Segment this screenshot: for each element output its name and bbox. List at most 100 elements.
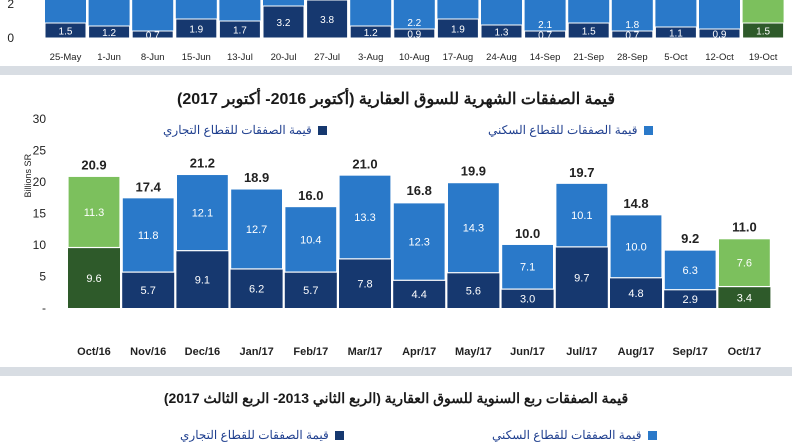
total-value-label: 11.0 xyxy=(732,220,757,235)
bar-residential xyxy=(175,173,229,252)
x-tick-label: Dec/16 xyxy=(185,346,220,358)
top-residential-value-label: 1.8 xyxy=(625,20,639,31)
x-tick-label: Oct/16 xyxy=(77,346,111,358)
commercial-value-label: 9.1 xyxy=(195,274,210,286)
x-tick-label: Aug/17 xyxy=(618,346,655,358)
top-commercial-value-label: 1.2 xyxy=(364,28,378,39)
top-commercial-value-label: 0.7 xyxy=(146,31,160,42)
top-y-tick-label: 0 xyxy=(7,31,14,45)
y-tick-label: - xyxy=(42,301,46,315)
residential-value-label: 13.3 xyxy=(354,212,375,224)
y-tick-label: 5 xyxy=(39,270,46,284)
y-tick-label: 10 xyxy=(33,238,47,252)
x-tick-label: Apr/17 xyxy=(402,346,436,358)
top-x-tick-label: 20-Jul xyxy=(271,52,297,63)
top-x-tick-label: 10-Aug xyxy=(399,52,430,63)
residential-value-label: 7.6 xyxy=(737,258,752,270)
x-tick-label: Jun/17 xyxy=(510,346,545,358)
legend-commercial: قيمة الصفقات للقطاع التجاري xyxy=(163,123,327,137)
commercial-value-label: 6.2 xyxy=(249,283,264,295)
residential-value-label: 10.1 xyxy=(571,210,592,222)
bar-commercial xyxy=(122,272,175,308)
top-commercial-value-label: 1.7 xyxy=(233,26,247,37)
top-bar-commercial xyxy=(218,20,261,39)
commercial-value-label: 5.7 xyxy=(141,285,156,297)
top-bar-residential xyxy=(219,0,261,21)
bar-residential xyxy=(717,238,772,288)
top-bar-residential xyxy=(481,0,522,25)
x-tick-label: May/17 xyxy=(455,346,492,358)
bar-commercial xyxy=(284,272,337,308)
bar-residential xyxy=(67,175,121,249)
bar-residential xyxy=(555,182,609,248)
total-value-label: 10.0 xyxy=(515,226,540,241)
bar-commercial xyxy=(176,250,229,308)
total-value-label: 21.2 xyxy=(190,155,215,170)
legend-commercial-label: قيمة الصفقات للقطاع التجاري xyxy=(163,123,312,137)
weekly-chart: 2 0 1.5 25-May 1.2 1-Jun 0.7 8-Jun 1.9 15-Jun 1.7 1… xyxy=(7,0,785,63)
total-value-label: 9.2 xyxy=(681,231,699,246)
top-commercial-value-label: 0.7 xyxy=(625,31,639,42)
bar-residential xyxy=(284,205,338,273)
bar-residential xyxy=(663,249,717,291)
monthly-chart-panel: قيمة الصفقات الشهرية للسوق العقارية (أكت… xyxy=(0,75,792,367)
quarterly-legend-commercial-swatch xyxy=(334,431,344,441)
monthly-chart: Billions SR - 5 10 15 20 25 30 9.6 11.3 20.9 Oct/16… xyxy=(23,112,772,358)
bar-commercial xyxy=(68,247,120,308)
top-x-tick-label: 5-Oct xyxy=(664,52,688,63)
residential-value-label: 12.3 xyxy=(408,237,429,249)
x-tick-label: Jul/17 xyxy=(566,346,597,358)
top-x-tick-label: 25-May xyxy=(50,52,82,63)
total-value-label: 19.9 xyxy=(461,164,486,179)
x-tick-label: Nov/16 xyxy=(130,346,166,358)
y-tick-label: 15 xyxy=(33,207,47,221)
top-bar-commercial xyxy=(480,24,523,39)
weekly-chart-panel: 2 0 1.5 25-May 1.2 1-Jun 0.7 8-Jun 1.9 15-Jun 1.7 1… xyxy=(0,0,792,66)
residential-value-label: 12.7 xyxy=(246,224,267,236)
quarterly-legend-residential: قيمة الصفقات للقطاع السكني xyxy=(492,428,657,442)
top-commercial-value-label: 1.9 xyxy=(451,25,465,36)
commercial-value-label: 7.8 xyxy=(357,278,372,290)
commercial-value-label: 5.6 xyxy=(466,285,481,297)
top-bar-commercial xyxy=(567,22,610,39)
bar-residential xyxy=(609,214,663,279)
bar-commercial xyxy=(230,268,283,308)
x-tick-label: Sep/17 xyxy=(672,346,707,358)
residential-value-label: 10.4 xyxy=(300,234,321,246)
top-bar-commercial xyxy=(436,18,479,39)
top-x-tick-label: 12-Oct xyxy=(705,52,734,63)
top-commercial-value-label: 1.5 xyxy=(756,27,770,38)
y-tick-label: 25 xyxy=(33,144,47,158)
bar-commercial xyxy=(555,246,608,308)
top-bar-residential xyxy=(611,0,653,31)
top-bar-residential xyxy=(568,0,610,23)
bar-commercial xyxy=(447,272,500,308)
top-bar-commercial xyxy=(393,28,436,39)
top-commercial-value-label: 0.7 xyxy=(538,31,552,42)
legend-commercial-swatch xyxy=(317,126,327,136)
commercial-value-label: 4.8 xyxy=(628,288,643,300)
top-commercial-value-label: 3.2 xyxy=(277,18,291,29)
top-x-tick-label: 17-Aug xyxy=(443,52,474,63)
top-x-tick-label: 14-Sep xyxy=(530,52,561,63)
commercial-value-label: 4.4 xyxy=(412,289,427,301)
total-value-label: 16.8 xyxy=(407,183,432,198)
total-value-label: 19.7 xyxy=(569,165,594,180)
total-value-label: 17.4 xyxy=(136,179,162,194)
top-x-tick-label: 13-Jul xyxy=(227,52,253,63)
legend-residential-label: قيمة الصفقات للقطاع السكني xyxy=(488,123,638,137)
residential-value-label: 10.0 xyxy=(625,241,646,253)
legend-residential-swatch xyxy=(643,126,653,136)
bar-residential xyxy=(392,202,446,281)
total-value-label: 18.9 xyxy=(244,170,269,185)
bar-commercial xyxy=(501,289,554,308)
total-value-label: 14.8 xyxy=(623,196,648,211)
bar-commercial xyxy=(718,286,771,308)
residential-value-label: 11.3 xyxy=(84,207,105,219)
top-x-tick-label: 15-Jun xyxy=(182,52,211,63)
top-bar-residential xyxy=(350,0,392,26)
commercial-value-label: 2.9 xyxy=(683,294,698,306)
top-commercial-value-label: 1.3 xyxy=(495,28,509,39)
top-x-tick-label: 24-Aug xyxy=(486,52,517,63)
top-bar-commercial xyxy=(175,18,218,39)
